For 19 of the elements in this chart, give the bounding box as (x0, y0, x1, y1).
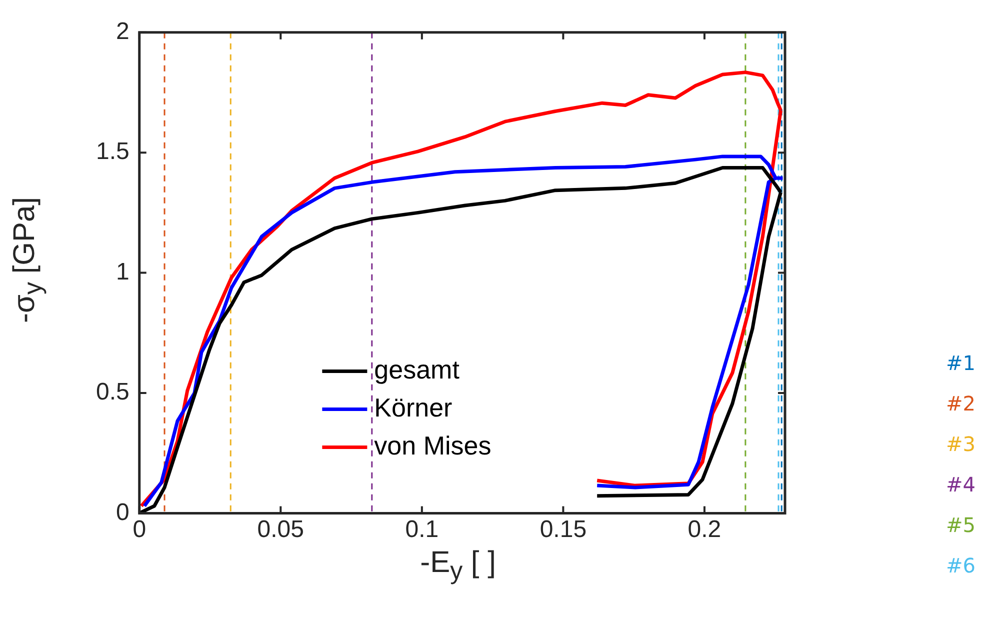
y-tick-label: 0.5 (96, 378, 130, 406)
y-tick-label: 0 (116, 498, 130, 526)
text: #5 (946, 513, 976, 538)
y-tick-label: 1 (116, 258, 130, 286)
x-tick-label: 0.1 (405, 516, 439, 544)
text: #4 (946, 472, 976, 497)
y-tick-label: 2 (116, 18, 130, 46)
legend-label: Körner (374, 392, 453, 422)
text: #1 (946, 351, 976, 376)
legend-label: gesamt (374, 354, 460, 384)
x-tick-label: 0.2 (688, 516, 722, 544)
x-tick-label: 0.05 (257, 516, 304, 544)
text: #3 (946, 432, 976, 456)
text: #6 (946, 554, 976, 578)
x-axis-title: -E$_{y}$ [ ] (419, 546, 497, 586)
text: #2 (946, 392, 976, 416)
y-tick-label: 1.5 (96, 138, 130, 166)
x-tick-label: 0.15 (540, 516, 587, 544)
legend-label: von Mises (374, 430, 492, 460)
